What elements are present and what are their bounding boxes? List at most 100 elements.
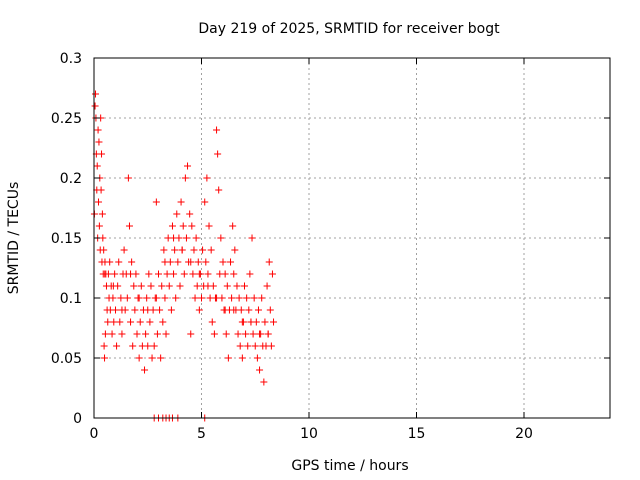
data-point <box>100 342 108 350</box>
x-tick-label: 10 <box>300 426 318 442</box>
data-point <box>100 246 108 254</box>
data-point <box>186 210 194 218</box>
data-point <box>263 282 271 290</box>
data-point <box>142 330 150 338</box>
data-point <box>238 354 246 362</box>
data-point <box>174 258 182 266</box>
data-point <box>99 234 107 242</box>
data-point <box>116 318 124 326</box>
data-point <box>203 174 211 182</box>
data-point <box>189 270 197 278</box>
data-point <box>223 282 231 290</box>
y-axis-label: SRMTID / TECUs <box>6 182 22 295</box>
data-point <box>127 318 135 326</box>
data-point <box>246 270 254 278</box>
data-point <box>187 330 195 338</box>
data-point <box>238 318 246 326</box>
data-point <box>247 318 255 326</box>
data-point <box>222 330 230 338</box>
data-point <box>155 270 162 278</box>
data-point <box>178 246 186 254</box>
data-point <box>260 378 268 386</box>
data-point <box>101 354 109 362</box>
y-tick-label: 0 <box>73 411 82 427</box>
data-point <box>123 294 131 302</box>
data-point <box>157 354 165 362</box>
data-point <box>106 258 114 266</box>
data-point <box>198 294 205 302</box>
data-point <box>228 294 236 302</box>
chart-title: Day 219 of 2025, SRMTID for receiver bog… <box>198 21 500 37</box>
data-point <box>136 318 144 326</box>
data-point <box>204 270 212 278</box>
data-point <box>143 294 151 302</box>
data-point <box>124 174 132 182</box>
data-point <box>245 306 253 314</box>
x-tick-label: 0 <box>90 426 99 442</box>
data-point <box>113 342 121 350</box>
y-tick-label: 0.25 <box>51 111 82 127</box>
data-point <box>251 342 259 350</box>
data-point <box>104 318 112 326</box>
data-point <box>156 306 164 314</box>
data-point <box>230 270 238 278</box>
data-point <box>207 246 215 254</box>
data-point <box>128 258 136 266</box>
data-point <box>231 246 239 254</box>
data-point <box>242 330 250 338</box>
data-point <box>111 270 119 278</box>
data-point <box>167 306 175 314</box>
y-tick-label: 0.05 <box>51 351 82 367</box>
y-tick-label: 0.1 <box>60 291 82 307</box>
data-point <box>217 234 225 242</box>
data-point <box>108 330 116 338</box>
data-point <box>265 258 273 266</box>
data-point <box>230 306 238 314</box>
data-point <box>165 282 173 290</box>
data-point <box>248 234 256 242</box>
data-point <box>243 294 251 302</box>
data-point <box>147 282 155 290</box>
y-tick-labels: 0 0.05 0.1 0.15 0.2 0.25 0.3 <box>51 51 82 427</box>
data-point <box>95 222 103 230</box>
data-point <box>233 282 241 290</box>
data-point <box>249 330 257 338</box>
data-point <box>160 246 168 254</box>
data-point <box>112 306 119 314</box>
data-point <box>152 294 160 302</box>
data-point <box>137 282 145 290</box>
data-point <box>168 222 176 230</box>
data-point <box>192 234 200 242</box>
data-point <box>258 294 266 302</box>
data-point <box>120 246 128 254</box>
data-point <box>152 198 160 206</box>
data-point <box>172 294 180 302</box>
data-point <box>141 366 149 374</box>
data-point <box>127 270 135 278</box>
data-point <box>250 294 258 302</box>
x-tick-label: 15 <box>408 426 426 442</box>
x-tick-labels: 0 5 10 15 20 <box>90 426 533 442</box>
data-point <box>180 270 188 278</box>
data-point <box>146 318 154 326</box>
data-point <box>130 282 138 290</box>
data-point <box>267 342 275 350</box>
data-point <box>234 330 242 338</box>
data-point <box>179 222 187 230</box>
data-point <box>115 258 123 266</box>
data-point <box>221 306 229 314</box>
data-point <box>159 318 167 326</box>
data-point <box>118 306 126 314</box>
data-point <box>190 246 198 254</box>
data-point <box>193 282 201 290</box>
y-tick-label: 0.3 <box>60 51 82 67</box>
axis-ticks <box>93 57 610 419</box>
data-point <box>150 342 158 350</box>
data-point <box>208 318 216 326</box>
data-point <box>268 270 276 278</box>
data-point <box>214 150 222 158</box>
data-point <box>201 198 209 206</box>
data-point <box>98 150 106 158</box>
data-point <box>205 222 213 230</box>
